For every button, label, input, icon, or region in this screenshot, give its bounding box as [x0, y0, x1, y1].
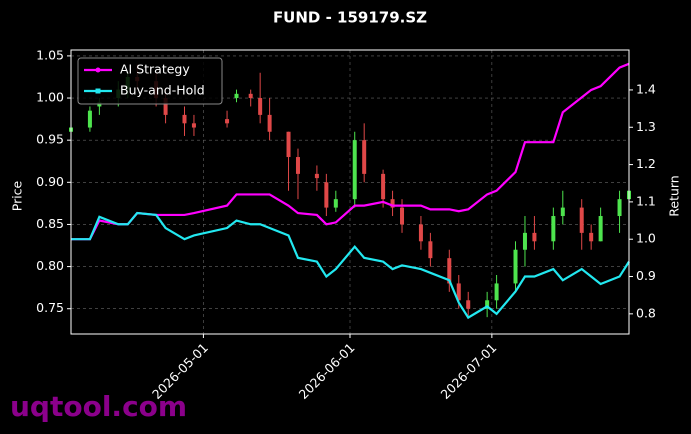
candle-body — [456, 283, 461, 301]
candle-body — [532, 232, 537, 242]
y-tick-label: 0.75 — [36, 300, 64, 315]
candle-body — [286, 131, 291, 158]
y-tick-label: 0.95 — [36, 132, 64, 147]
candle-body — [466, 300, 471, 309]
candle-body — [381, 173, 386, 200]
candle-body — [418, 224, 423, 242]
candle-body — [191, 123, 196, 128]
candle-body — [400, 207, 405, 225]
candle-body — [248, 93, 253, 99]
candle-body — [522, 232, 527, 250]
y-tick-label: 1.00 — [36, 90, 64, 105]
candle-body — [324, 182, 329, 208]
candle-body — [551, 216, 556, 242]
candle-body — [352, 140, 357, 200]
candle-body — [589, 232, 594, 242]
y2-tick-label: 1.0 — [636, 231, 656, 246]
chart-title: FUND - 159179.SZ — [273, 9, 427, 27]
candle-body — [333, 199, 338, 208]
candle-body — [485, 300, 490, 309]
candle-body — [258, 98, 263, 115]
candle-body — [362, 140, 367, 174]
y-tick-label: 1.05 — [36, 47, 64, 62]
y2-tick-label: 1.4 — [636, 81, 656, 96]
candle-body — [225, 119, 230, 124]
candle-body — [617, 199, 622, 217]
y2-tick-label: 1.1 — [636, 193, 656, 208]
watermark: uqtool.com — [10, 390, 187, 423]
y-axis-label: Price — [10, 180, 25, 211]
candle-body — [314, 173, 319, 179]
legend-box — [77, 57, 223, 105]
candle-body — [494, 283, 499, 301]
candle-body — [598, 216, 603, 242]
y-tick-label: 0.85 — [36, 216, 64, 231]
legend-label: AI Strategy — [120, 62, 190, 77]
y2-tick-label: 0.8 — [636, 305, 656, 320]
candle-body — [295, 157, 300, 174]
legend-label: Buy-and-Hold — [120, 83, 205, 98]
candle-body — [390, 199, 395, 208]
candle-body — [267, 114, 272, 132]
candle-body — [447, 258, 452, 284]
y2-tick-label: 1.2 — [636, 156, 656, 171]
candle-body — [182, 114, 187, 124]
candle-body — [163, 98, 168, 115]
candle-body — [560, 207, 565, 217]
legend-marker — [95, 88, 101, 94]
candle-body — [428, 241, 433, 259]
y2-axis-label: Return — [667, 175, 682, 216]
candle-body — [234, 93, 239, 99]
candle-body — [513, 249, 518, 284]
series-line — [71, 211, 630, 320]
legend-marker — [95, 67, 101, 73]
plot-frame — [70, 49, 630, 335]
y-tick-label: 0.80 — [36, 258, 64, 273]
y-tick-label: 0.90 — [36, 174, 64, 189]
candle-body — [579, 207, 584, 233]
y2-tick-label: 0.9 — [636, 268, 656, 283]
candle-body — [87, 110, 92, 128]
y2-tick-label: 1.3 — [636, 119, 656, 134]
series-line — [71, 62, 630, 241]
